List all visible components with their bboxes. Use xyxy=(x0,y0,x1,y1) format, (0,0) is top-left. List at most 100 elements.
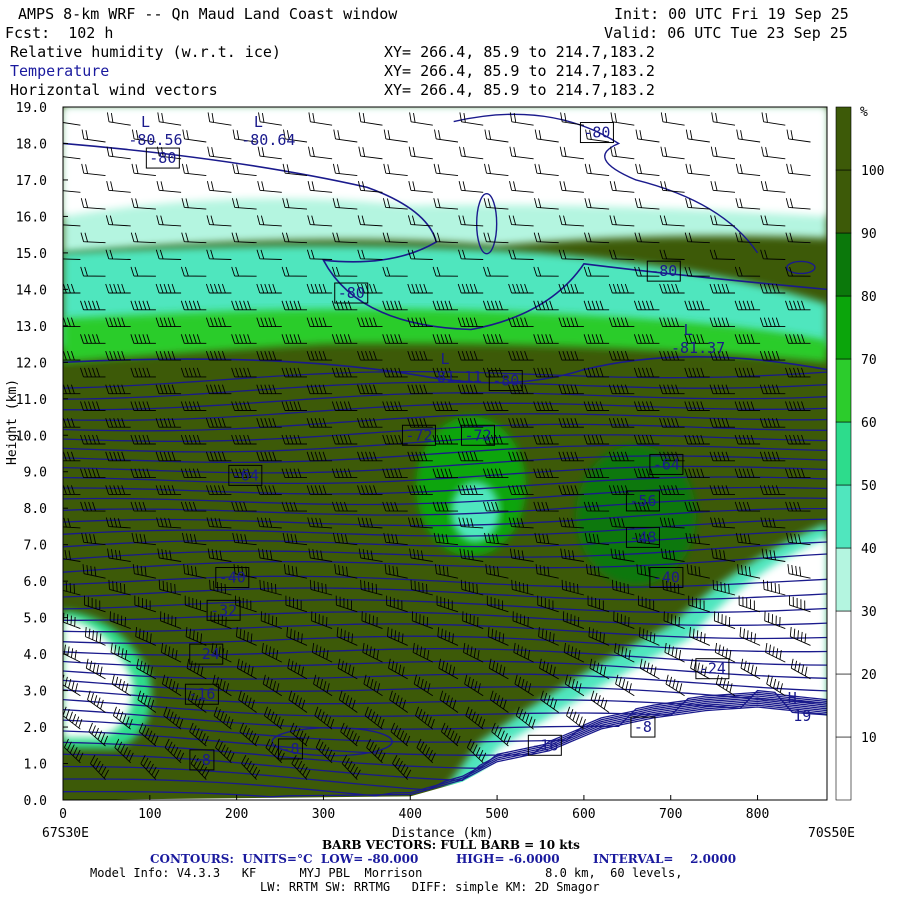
chart-title: AMPS 8-km WRF -- Qn Maud Land Coast wind… xyxy=(18,5,398,23)
contour-minus-80-upper xyxy=(63,142,827,331)
y-tick-label: 16.0 xyxy=(16,210,47,225)
svg-text:-16: -16 xyxy=(188,685,215,703)
x-tick-label: 800 xyxy=(746,807,769,822)
y-tick-label: 18.0 xyxy=(16,137,47,152)
contour-closed-cell-east xyxy=(786,260,816,275)
extremum-mark: L xyxy=(254,113,263,131)
colorbar-segment xyxy=(835,736,852,801)
extremum-value: 19 xyxy=(793,707,811,725)
svg-text:-32: -32 xyxy=(210,601,237,619)
colorbar-segment xyxy=(835,295,852,360)
y-tick-label: 2.0 xyxy=(24,721,47,736)
colorbar-label: 100 xyxy=(861,164,884,179)
model-info: Model Info: V4.3.3 KF MYJ PBL Morrison 8… xyxy=(90,866,683,880)
temperature-contour xyxy=(63,635,827,653)
svg-text:-16: -16 xyxy=(531,736,558,754)
init-time: Init: 00 UTC Fri 19 Sep 25 xyxy=(614,5,849,23)
contour-label: -64 xyxy=(649,453,684,475)
contour-label: -16 xyxy=(184,683,219,705)
temperature-contour xyxy=(63,691,827,717)
model-physics: LW: RRTM SW: RRTMG DIFF: simple KM: 2D S… xyxy=(260,880,600,894)
contour-label: -80 xyxy=(334,282,369,304)
contour-label: -48 xyxy=(625,526,660,548)
temperature-contour xyxy=(63,541,827,561)
y-tick-label: 6.0 xyxy=(24,575,47,590)
y-tick-label: 0.0 xyxy=(24,794,47,809)
contour-label: -80 xyxy=(579,122,614,144)
temperature-contour xyxy=(63,706,827,798)
svg-text:-80: -80 xyxy=(583,124,610,142)
plot-frame xyxy=(62,106,828,801)
wind-barbs xyxy=(63,112,811,780)
contour-label: -56 xyxy=(625,490,660,512)
contour-minus-80-lower xyxy=(63,356,827,384)
contour-label: -8 xyxy=(189,749,215,771)
contour-label: -80 xyxy=(488,370,523,392)
x-left-endpoint: 67S30E xyxy=(42,826,89,841)
colorbar-unit: % xyxy=(860,105,868,120)
y-tick-label: 17.0 xyxy=(16,174,47,189)
temperature-contour xyxy=(63,518,827,537)
temperature-contour xyxy=(63,465,827,485)
y-tick-label: 15.0 xyxy=(16,247,47,262)
field-temp-name: Temperature xyxy=(10,62,110,80)
contour-label: -72 xyxy=(460,424,495,446)
x-right-endpoint: 70S50E xyxy=(808,826,855,841)
colorbar-label: 20 xyxy=(861,668,877,683)
contour-label: -16 xyxy=(527,734,562,756)
svg-text:-80: -80 xyxy=(149,149,176,167)
x-tick-label: 400 xyxy=(399,807,422,822)
colorbar-segment xyxy=(835,106,852,171)
x-axis-label: Distance (km) xyxy=(392,826,494,841)
contour-label: -40 xyxy=(215,567,250,589)
svg-text:-72: -72 xyxy=(405,426,432,444)
x-tick-label: 200 xyxy=(225,807,248,822)
contour-legend: CONTOURS: UNITS=°C LOW= -80.000 HIGH= -6… xyxy=(150,852,737,866)
temperature-contour xyxy=(63,507,827,527)
contour-label: -40 xyxy=(649,567,684,589)
svg-text:-40: -40 xyxy=(219,569,246,587)
contour-label: -8 xyxy=(630,716,656,738)
y-tick-label: 7.0 xyxy=(24,539,47,554)
y-tick-label: 3.0 xyxy=(24,685,47,700)
contour-minus-80-top xyxy=(453,113,759,254)
field-rh-name: Relative humidity (w.r.t. ice) xyxy=(10,43,281,61)
extremum-value: -81.37 xyxy=(671,339,725,357)
y-tick-label: 14.0 xyxy=(16,283,47,298)
svg-text:-80: -80 xyxy=(492,372,519,390)
x-tick-label: 100 xyxy=(138,807,161,822)
contour-label: -8 xyxy=(277,738,303,760)
field-wind-xy: XY= 266.4, 85.9 to 214.7,183.2 xyxy=(384,81,655,99)
colorbar-label: 90 xyxy=(861,227,877,242)
temperature-contour xyxy=(63,575,827,588)
temperature-contour xyxy=(63,413,827,432)
svg-text:-56: -56 xyxy=(629,492,656,510)
temperature-contour xyxy=(63,553,827,573)
temperature-contour xyxy=(63,689,827,716)
temperature-contour xyxy=(63,444,827,464)
colorbar-segment xyxy=(835,232,852,297)
extremum-value: -80.64 xyxy=(241,131,295,149)
temperature-contour xyxy=(63,699,827,769)
temperature-contour xyxy=(63,670,827,692)
colorbar-label: 60 xyxy=(861,416,877,431)
svg-text:-80: -80 xyxy=(650,262,677,280)
y-tick-label: 9.0 xyxy=(24,466,47,481)
svg-text:-24: -24 xyxy=(699,660,726,678)
temperature-contour xyxy=(63,704,827,797)
forecast-hour: Fcst: 102 h xyxy=(5,24,114,42)
colorbar-segment xyxy=(835,610,852,675)
colorbar-segment xyxy=(835,547,852,612)
svg-text:-8: -8 xyxy=(634,718,652,736)
temperature-contour xyxy=(63,693,827,730)
contour-label: -72 xyxy=(401,424,436,446)
field-temp-xy: XY= 266.4, 85.9 to 214.7,183.2 xyxy=(384,62,655,80)
x-tick-label: 0 xyxy=(59,807,67,822)
temperature-contour xyxy=(63,381,827,400)
rh-left-dry-pocket xyxy=(63,617,133,738)
svg-text:-8: -8 xyxy=(281,740,299,758)
contour-label: -80 xyxy=(646,260,681,282)
colorbar-segment xyxy=(835,673,852,738)
colorbar-label: 40 xyxy=(861,542,877,557)
